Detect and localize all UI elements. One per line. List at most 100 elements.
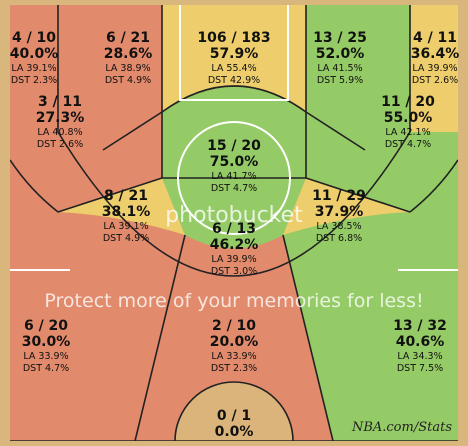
zone-league-average: LA 39.9% <box>412 63 457 74</box>
zone-league-average: LA 40.8% <box>37 127 82 138</box>
zone-distribution: DST 4.7% <box>23 363 69 374</box>
zone-backcourt <box>175 382 293 441</box>
right-wing3-divider <box>409 159 458 213</box>
zone-distribution: DST 4.9% <box>105 75 151 86</box>
zone-free-throw <box>162 86 306 178</box>
zone-distribution: DST 2.6% <box>412 75 458 86</box>
zone-league-average: LA 39.9% <box>211 254 256 265</box>
zone-league-average: LA 55.4% <box>211 63 256 74</box>
zone-fraction: 15 / 20 <box>207 138 261 154</box>
zone-right-baseline-mid <box>306 5 410 150</box>
zone-percentage: 37.9% <box>315 204 364 220</box>
left-top3-divider <box>134 234 186 441</box>
right-top3-divider <box>282 234 334 441</box>
zone-distribution: DST 4.9% <box>103 233 149 244</box>
left-elbow-divider <box>57 177 163 213</box>
watermark: Protect more of your memories for less! … <box>44 203 423 312</box>
zone-percentage: 0.0% <box>215 424 254 440</box>
zone-league-average: LA 41.7% <box>211 171 256 182</box>
zone-distribution: DST 2.3% <box>211 363 257 374</box>
zone-percentage: 55.0% <box>384 110 433 126</box>
zone-league-average: LA 39.1% <box>11 63 56 74</box>
watermark-line2: photobucket <box>165 203 303 228</box>
zone-fraction: 106 / 183 <box>197 30 270 46</box>
left-mid-divider <box>102 111 163 151</box>
zone-distribution: DST 4.7% <box>211 183 257 194</box>
zone-fraction: 3 / 11 <box>38 94 82 110</box>
zone-right-corner-3 <box>410 5 458 132</box>
zone-percentage: 28.6% <box>104 46 153 62</box>
zone-distribution: DST 5.9% <box>317 75 363 86</box>
zone-fraction: 13 / 25 <box>313 30 367 46</box>
key-inner-line <box>179 5 289 101</box>
zone-fraction: 6 / 13 <box>212 221 256 237</box>
zone-label-backcourt: 0 / 10.0% <box>215 408 254 440</box>
zone-fraction: 13 / 32 <box>393 318 447 334</box>
zone-fraction: 4 / 10 <box>12 30 56 46</box>
zone-percentage: 20.0% <box>210 334 259 350</box>
zone-distribution: DST 42.9% <box>208 75 260 86</box>
zone-percentage: 38.1% <box>102 204 151 220</box>
left-wing3-divider <box>10 159 59 213</box>
nba-stats-brand: NBA.com/Stats <box>351 420 452 435</box>
watermark-line1: Protect more of your memories for less! <box>44 290 423 312</box>
zone-league-average: LA 42.1% <box>385 127 430 138</box>
zone-league-average: LA 33.9% <box>211 351 256 362</box>
zone-percentage: 40.0% <box>10 46 59 62</box>
zone-distribution: DST 6.8% <box>316 233 362 244</box>
zone-fraction: 11 / 20 <box>381 94 435 110</box>
zone-league-average: LA 39.1% <box>103 221 148 232</box>
zone-fraction: 6 / 20 <box>24 318 68 334</box>
zone-league-average: LA 38.9% <box>105 63 150 74</box>
right-elbow-divider <box>305 177 411 213</box>
zone-league-average: LA 34.3% <box>397 351 442 362</box>
zone-distribution: DST 7.5% <box>397 363 443 374</box>
zone-left-wing-3 <box>10 160 185 441</box>
zone-right-elbow <box>283 178 410 235</box>
center-circle <box>174 381 294 441</box>
zone-percentage: 52.0% <box>316 46 365 62</box>
zone-league-average: LA 33.9% <box>23 351 68 362</box>
zone-percentage: 36.4% <box>411 46 460 62</box>
zone-percentage: 27.3% <box>36 110 85 126</box>
zone-league-average: LA 41.5% <box>317 63 362 74</box>
zone-top-key <box>162 178 306 249</box>
zone-fraction: 11 / 29 <box>312 188 366 204</box>
zone-fraction: 8 / 21 <box>104 188 148 204</box>
zone-percentage: 46.2% <box>210 237 259 253</box>
zone-percentage: 40.6% <box>396 334 445 350</box>
zone-distribution: DST 4.7% <box>385 139 431 150</box>
zone-top-3 <box>135 235 333 441</box>
zone-right-wing-3 <box>283 160 458 441</box>
zone-fraction: 2 / 10 <box>212 318 256 334</box>
zone-left-corner-3 <box>10 5 58 132</box>
zone-distribution: DST 2.6% <box>37 139 83 150</box>
zone-percentage: 75.0% <box>210 154 259 170</box>
zone-fraction: 6 / 21 <box>106 30 150 46</box>
zone-left-elbow <box>58 178 185 235</box>
zone-fraction: 0 / 1 <box>217 408 251 424</box>
zone-fraction: 4 / 11 <box>413 30 457 46</box>
zone-left-baseline-mid <box>58 5 162 150</box>
zone-percentage: 30.0% <box>22 334 71 350</box>
zone-paint <box>162 5 306 112</box>
zone-distribution: DST 2.3% <box>11 75 57 86</box>
zone-league-average: LA 38.5% <box>316 221 361 232</box>
restricted-divider <box>161 85 307 113</box>
zone-distribution: DST 3.0% <box>211 266 257 277</box>
